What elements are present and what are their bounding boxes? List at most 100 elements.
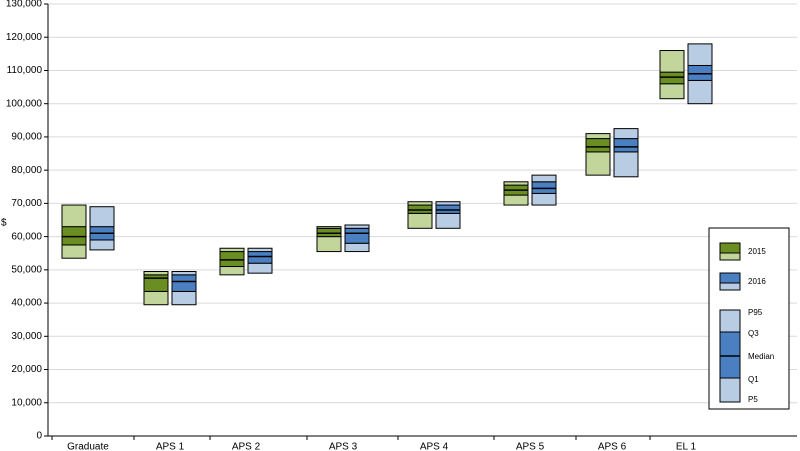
- box-series: [61, 43, 713, 306]
- legend-key-lower: [719, 377, 741, 403]
- box-2015-graduate: [61, 204, 87, 259]
- y-tick-label: 110,000: [7, 65, 43, 76]
- box-lower-whisker-segment: [531, 192, 557, 206]
- box-lower-whisker-segment: [247, 262, 273, 274]
- box-upper-whisker-segment: [143, 271, 169, 276]
- legend-swatch-light: [719, 282, 741, 291]
- x-tick-label: APS 6: [598, 442, 627, 451]
- box-lower-whisker-segment: [613, 151, 639, 178]
- box-2015-aps-1: [143, 271, 169, 306]
- y-axis-label: $: [1, 218, 7, 229]
- box-interquartile-segment: [585, 138, 611, 153]
- y-tick-label: 90,000: [11, 132, 42, 143]
- box-lower-whisker-segment: [143, 290, 169, 306]
- box-2015-aps-3: [316, 226, 342, 253]
- box-upper-whisker-segment: [89, 206, 115, 228]
- legend-swatch-light: [719, 252, 741, 261]
- box-2016-aps-2: [247, 247, 273, 274]
- box-interquartile-segment: [407, 204, 433, 214]
- legend-key-label: Q1: [748, 375, 759, 384]
- box-upper-whisker-segment: [687, 43, 713, 66]
- box-interquartile-segment: [316, 227, 342, 238]
- legend-swatch-dark: [719, 272, 741, 284]
- legend-key-middle: [719, 331, 741, 379]
- y-tick-label: 0: [36, 431, 42, 442]
- box-upper-whisker-segment: [344, 224, 370, 229]
- legend-series-label: 2016: [748, 277, 766, 286]
- box-interquartile-segment: [531, 181, 557, 194]
- box-2016-aps-5: [531, 174, 557, 206]
- box-interquartile-segment: [659, 71, 685, 85]
- box-2016-aps-6: [613, 128, 639, 178]
- box-upper-whisker-segment: [407, 201, 433, 206]
- x-tick-label: APS 1: [156, 442, 185, 451]
- box-lower-whisker-segment: [585, 151, 611, 176]
- y-tick-label: 60,000: [11, 231, 42, 242]
- box-upper-whisker-segment: [531, 174, 557, 183]
- box-2015-aps-5: [503, 181, 529, 206]
- box-upper-whisker-segment: [585, 133, 611, 140]
- box-upper-whisker-segment: [659, 50, 685, 73]
- box-upper-whisker-segment: [435, 201, 461, 206]
- box-2015-aps-2: [219, 247, 245, 276]
- box-lower-whisker-segment: [344, 242, 370, 253]
- box-2016-aps-3: [344, 224, 370, 253]
- box-2015-aps-4: [407, 201, 433, 229]
- box-lower-whisker-segment: [503, 194, 529, 206]
- box-lower-whisker-segment: [687, 79, 713, 105]
- y-tick-label: 50,000: [11, 264, 42, 275]
- legend-key-label: P5: [748, 395, 758, 404]
- box-2015-aps-6: [585, 133, 611, 176]
- x-tick-label: APS 5: [516, 442, 545, 451]
- x-tick-label: Graduate: [67, 442, 109, 451]
- box-upper-whisker-segment: [219, 247, 245, 253]
- box-upper-whisker-segment: [247, 247, 273, 253]
- x-tick-label: APS 2: [232, 442, 261, 451]
- box-2016-aps-4: [435, 201, 461, 229]
- box-interquartile-segment: [219, 251, 245, 268]
- box-lower-whisker-segment: [659, 83, 685, 100]
- box-upper-whisker-segment: [503, 181, 529, 186]
- box-lower-whisker-segment: [61, 244, 87, 259]
- box-interquartile-segment: [613, 138, 639, 153]
- y-tick-label: 130,000: [6, 0, 43, 10]
- legend: 2015 2016 P95 Q3 Median Q1 P5: [708, 227, 790, 410]
- y-tick-label: 120,000: [6, 32, 43, 43]
- box-upper-whisker-segment: [171, 271, 197, 276]
- box-interquartile-segment: [143, 274, 169, 292]
- y-tick-label: 10,000: [11, 397, 42, 408]
- box-upper-whisker-segment: [316, 226, 342, 229]
- box-upper-whisker-segment: [61, 204, 87, 228]
- y-tick-label: 70,000: [11, 198, 42, 209]
- box-interquartile-segment: [435, 204, 461, 214]
- y-tick-label: 80,000: [11, 165, 42, 176]
- box-lower-whisker-segment: [171, 290, 197, 306]
- box-interquartile-segment: [61, 226, 87, 246]
- box-lower-whisker-segment: [219, 266, 245, 276]
- box-interquartile-segment: [687, 64, 713, 81]
- box-upper-whisker-segment: [613, 128, 639, 140]
- gridlines: [48, 3, 797, 437]
- y-tick-label: 40,000: [11, 298, 42, 309]
- legend-key-label: P95: [748, 308, 763, 317]
- legend-series-label: 2015: [748, 247, 766, 256]
- box-lower-whisker-segment: [407, 212, 433, 229]
- legend-key-label: Q3: [748, 329, 759, 338]
- x-tick-label: EL 1: [676, 442, 697, 451]
- box-interquartile-segment: [247, 251, 273, 264]
- legend-key-upper: [719, 309, 741, 333]
- y-axis: 0 10,000 20,000 30,000 40,000 50,000 60,000 70,…: [6, 0, 49, 442]
- box-2016-graduate: [89, 206, 115, 251]
- y-tick-label: 30,000: [11, 331, 42, 342]
- box-lower-whisker-segment: [316, 236, 342, 253]
- x-tick-label: APS 4: [420, 442, 449, 451]
- x-axis: Graduate APS 1 APS 2 APS 3 APS 4 APS 5 APS 6 EL…: [48, 435, 797, 451]
- box-2016-el-1: [687, 43, 713, 105]
- box-2016-aps-1: [171, 271, 197, 306]
- y-tick-label: 100,000: [6, 98, 43, 109]
- x-tick-label: APS 3: [329, 442, 358, 451]
- box-interquartile-segment: [171, 274, 197, 292]
- box-lower-whisker-segment: [435, 212, 461, 229]
- legend-swatch-dark: [719, 242, 741, 254]
